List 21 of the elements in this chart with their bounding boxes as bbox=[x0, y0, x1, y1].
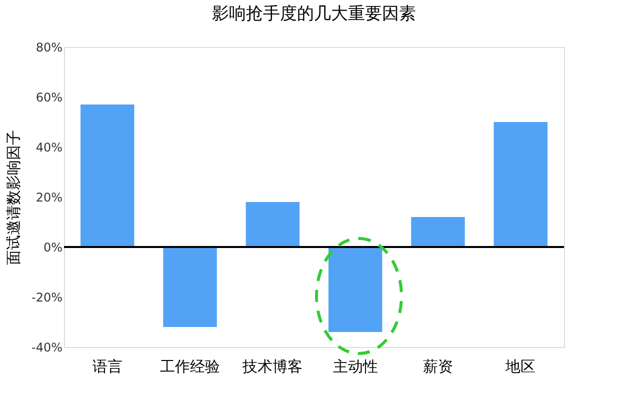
y-tick-label: 20% bbox=[36, 190, 62, 204]
y-tick-label: 0% bbox=[43, 240, 62, 254]
x-tick-label: 主动性 bbox=[332, 358, 378, 376]
y-tick-label: 60% bbox=[36, 90, 62, 104]
y-tick-label: 80% bbox=[36, 40, 62, 54]
bar bbox=[411, 217, 465, 247]
x-tick-label: 地区 bbox=[504, 358, 536, 376]
x-tick-label: 技术博客 bbox=[242, 358, 303, 376]
bar bbox=[246, 202, 300, 247]
bar bbox=[80, 104, 134, 247]
x-tick-label: 语言 bbox=[92, 358, 122, 376]
chart-title: 影响抢手度的几大重要因素 bbox=[212, 4, 416, 24]
y-tick-label: -40% bbox=[31, 340, 62, 354]
x-tick-label: 工作经验 bbox=[160, 358, 220, 376]
y-tick-label: -20% bbox=[31, 290, 62, 304]
bar bbox=[163, 247, 217, 327]
y-axis-title: 面试邀请数影响因子 bbox=[4, 130, 22, 265]
bar bbox=[328, 247, 382, 332]
bar bbox=[494, 122, 548, 247]
x-tick-label: 薪资 bbox=[422, 358, 453, 376]
y-tick-label: 40% bbox=[36, 140, 62, 154]
